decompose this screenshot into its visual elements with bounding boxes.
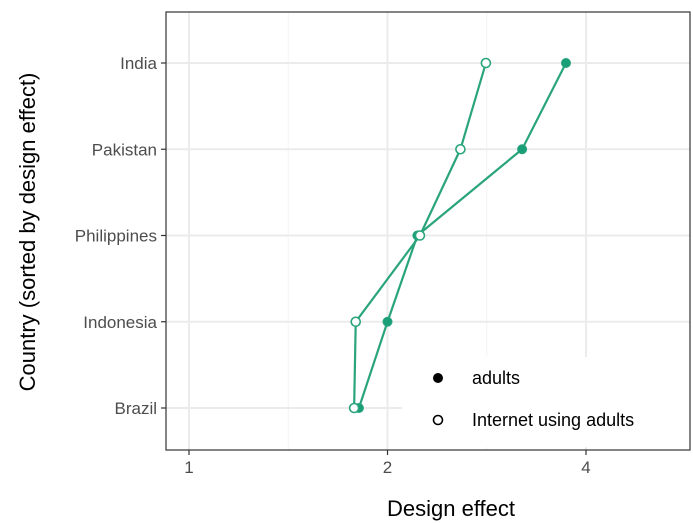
x-axis-title: Design effect — [387, 496, 515, 521]
y-axis-title: Country (sorted by design effect) — [15, 73, 40, 392]
point-internet-adults-india — [480, 57, 492, 69]
legend-label-1: Internet using adults — [472, 410, 634, 430]
point-adults-pakistan — [517, 144, 528, 155]
x-tick-label-0: 1 — [184, 458, 193, 477]
legend-key-0 — [433, 373, 443, 383]
legend: adults Internet using adults — [402, 357, 690, 447]
x-tick-label-1: 2 — [383, 458, 392, 477]
legend-label-0: adults — [472, 368, 520, 388]
legend-background — [402, 357, 690, 447]
y-tick-label-indonesia: Indonesia — [83, 313, 157, 332]
point-internet-adults-brazil — [348, 402, 360, 414]
point-internet-adults-philippines — [414, 230, 426, 241]
point-adults-indonesia — [382, 316, 393, 327]
x-tick-label-2: 4 — [581, 458, 590, 477]
point-adults-india — [560, 58, 571, 68]
y-tick-label-brazil: Brazil — [114, 399, 157, 418]
axis-layer: 1 2 4 Brazil Indonesia Philippines Pakistan Ind… — [75, 54, 591, 477]
panel-border — [165, 11, 691, 451]
point-layer — [348, 57, 571, 414]
y-tick-label-pakistan: Pakistan — [92, 140, 157, 159]
y-tick-label-philippines: Philippines — [75, 227, 157, 246]
point-internet-adults-indonesia — [350, 316, 362, 328]
point-internet-adults-pakistan — [455, 143, 466, 155]
y-tick-label-india: India — [120, 54, 157, 73]
legend-key-1 — [432, 414, 444, 426]
